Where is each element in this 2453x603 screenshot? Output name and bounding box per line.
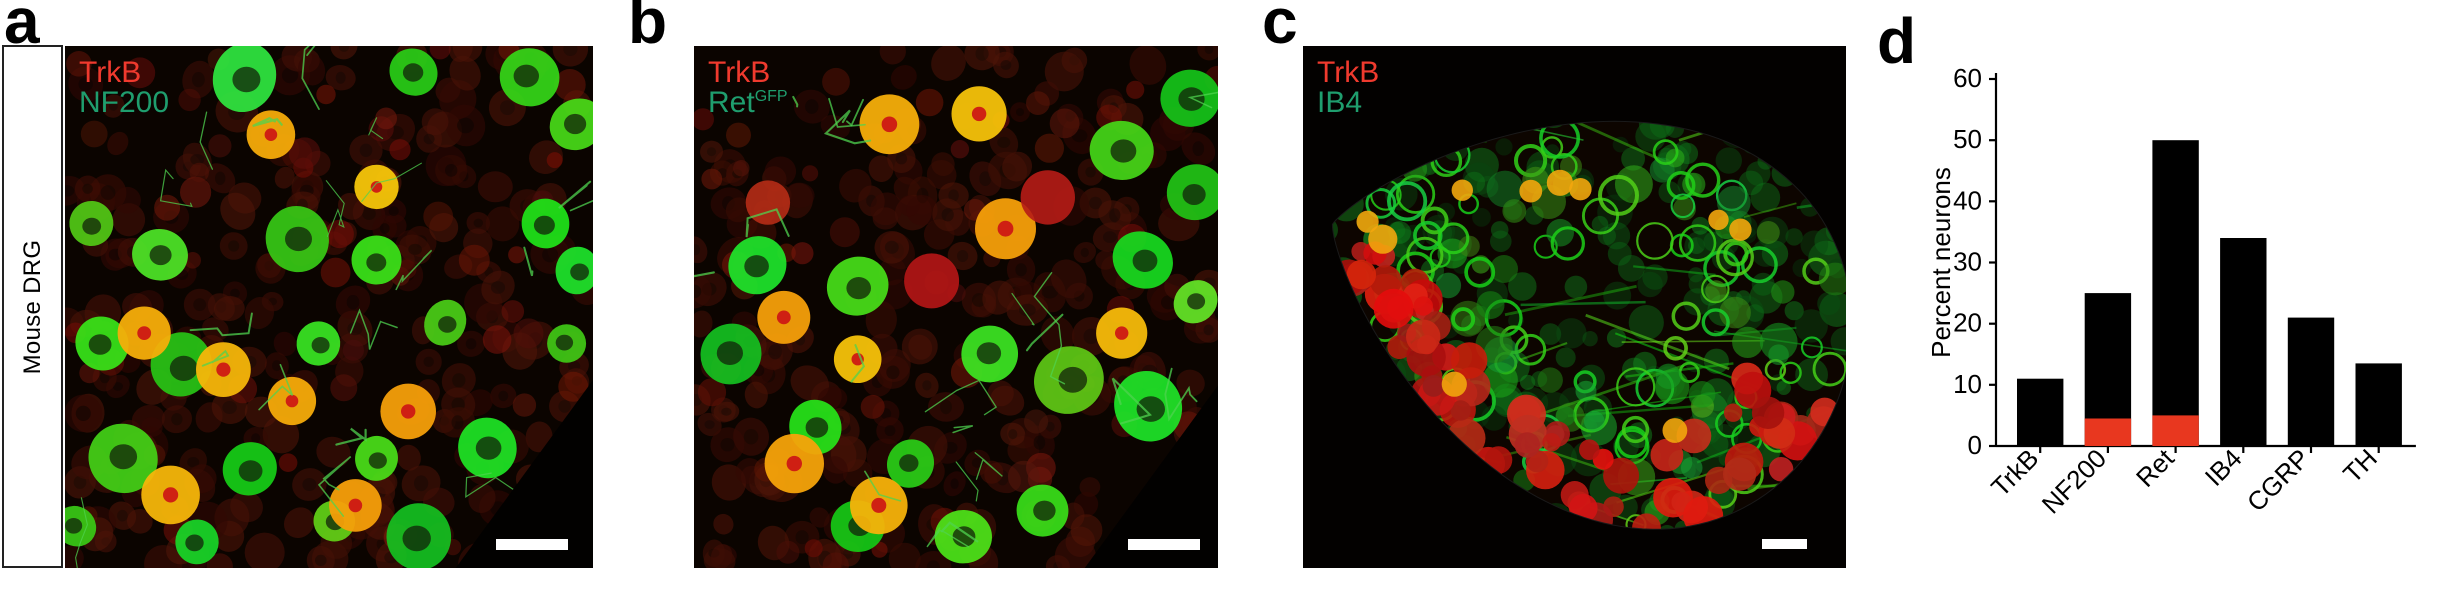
- svg-text:NF200: NF200: [2036, 443, 2112, 519]
- svg-text:10: 10: [1953, 369, 1982, 399]
- svg-text:0: 0: [1968, 430, 1982, 460]
- svg-text:60: 60: [1953, 63, 1982, 93]
- svg-text:30: 30: [1953, 247, 1982, 277]
- svg-text:40: 40: [1953, 185, 1982, 215]
- svg-text:TrkB: TrkB: [1985, 443, 2044, 502]
- svg-text:TH: TH: [2337, 443, 2383, 489]
- svg-text:20: 20: [1953, 308, 1982, 338]
- svg-text:Percent neurons: Percent neurons: [1930, 167, 1956, 358]
- svg-text:50: 50: [1953, 124, 1982, 154]
- svg-text:CGRP: CGRP: [2241, 443, 2315, 517]
- svg-text:Ret: Ret: [2130, 442, 2180, 492]
- svg-text:IB4: IB4: [2199, 443, 2248, 492]
